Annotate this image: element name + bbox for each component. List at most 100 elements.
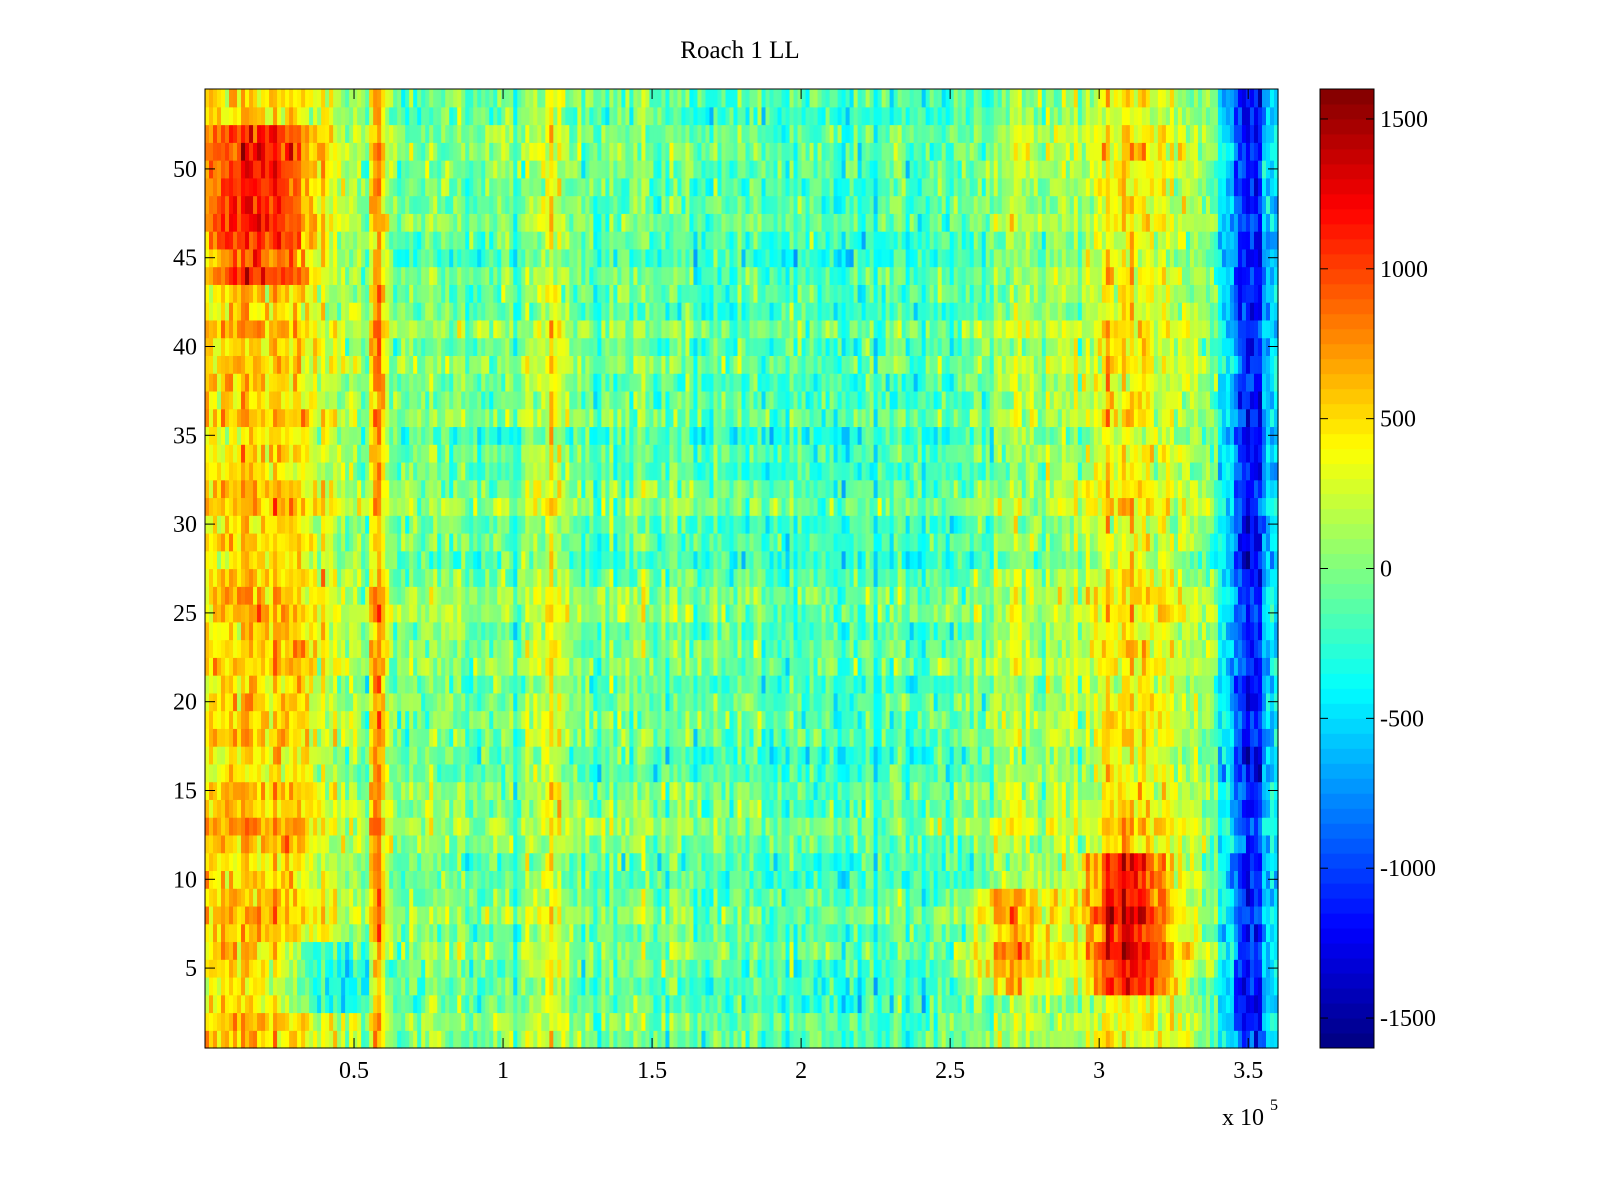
heatmap-cell	[441, 905, 446, 925]
heatmap-cell	[1253, 994, 1259, 1014]
heatmap-cell	[1045, 763, 1051, 783]
heatmap-cell	[729, 1012, 735, 1031]
heatmap-cell	[985, 746, 991, 765]
heatmap-cell	[1189, 941, 1195, 960]
heatmap-cell	[1249, 799, 1255, 818]
heatmap-cell	[741, 763, 747, 783]
heatmap-cell	[365, 834, 370, 854]
heatmap-cell	[437, 746, 442, 765]
heatmap-cell	[1153, 746, 1159, 765]
heatmap-cell	[605, 870, 610, 889]
heatmap-cell	[841, 870, 847, 889]
heatmap-cell	[709, 852, 715, 872]
heatmap-cell	[477, 870, 482, 889]
heatmap-cell	[625, 728, 630, 747]
heatmap-cell	[225, 959, 230, 978]
heatmap-cell	[357, 763, 362, 783]
heatmap-cell	[709, 923, 715, 943]
heatmap-cell	[317, 817, 322, 836]
heatmap-cell	[461, 781, 466, 800]
heatmap-cell	[625, 905, 630, 925]
heatmap-cell	[1013, 888, 1019, 907]
heatmap-cell	[729, 976, 735, 996]
heatmap-cell	[945, 870, 951, 889]
heatmap-cell	[1081, 994, 1087, 1014]
heatmap-cell	[353, 905, 358, 925]
heatmap-cell	[893, 728, 899, 747]
heatmap-cell	[745, 905, 751, 925]
heatmap-cell	[677, 834, 683, 854]
heatmap-cell	[1109, 976, 1115, 996]
heatmap-cell	[1049, 834, 1055, 854]
heatmap-cell	[1101, 888, 1107, 907]
heatmap-cell	[557, 834, 562, 854]
heatmap-cell	[685, 923, 691, 943]
heatmap-cell	[733, 763, 739, 783]
heatmap-cell	[817, 852, 823, 872]
heatmap-cell	[965, 888, 971, 907]
heatmap-cell	[801, 746, 807, 765]
heatmap-cell	[585, 746, 590, 765]
heatmap-cell	[309, 710, 314, 729]
heatmap-cell	[257, 976, 262, 996]
heatmap-cell	[1133, 959, 1139, 978]
heatmap-cell	[529, 923, 534, 943]
heatmap-cell	[1201, 852, 1207, 872]
heatmap-cell	[713, 870, 719, 889]
heatmap-cell	[889, 994, 895, 1014]
heatmap-cell	[1149, 959, 1155, 978]
heatmap-cell	[601, 728, 606, 747]
heatmap-cell	[701, 746, 707, 765]
heatmap-cell	[329, 834, 334, 854]
heatmap-cell	[1125, 1030, 1131, 1049]
heatmap-cell	[585, 888, 590, 907]
heatmap-cell	[917, 994, 923, 1014]
heatmap-cell	[205, 905, 210, 925]
heatmap-cell	[445, 941, 450, 960]
heatmap-cell	[573, 905, 578, 925]
heatmap-cell	[313, 852, 318, 872]
heatmap-cell	[377, 799, 382, 818]
heatmap-cell	[933, 959, 939, 978]
heatmap-cell	[725, 1030, 731, 1049]
heatmap-cell	[905, 746, 911, 765]
heatmap-cell	[309, 870, 314, 889]
heatmap-cell	[597, 728, 602, 747]
heatmap-cell	[1065, 994, 1071, 1014]
heatmap-cell	[929, 870, 935, 889]
heatmap-cell	[1237, 905, 1243, 925]
heatmap-cell	[665, 1012, 671, 1031]
heatmap-cell	[521, 852, 526, 872]
heatmap-cell	[1081, 870, 1087, 889]
heatmap-cell	[321, 746, 326, 765]
heatmap-cell	[389, 746, 394, 765]
heatmap-cell	[853, 1012, 859, 1031]
heatmap-cell	[237, 852, 242, 872]
heatmap-cell	[737, 1012, 743, 1031]
heatmap-cell	[1017, 852, 1023, 872]
heatmap-cell	[953, 941, 959, 960]
heatmap-cell	[1073, 746, 1079, 765]
heatmap-cell	[1037, 746, 1043, 765]
heatmap-cell	[741, 923, 747, 943]
heatmap-cell	[421, 710, 426, 729]
heatmap-cell	[781, 1030, 787, 1049]
heatmap-cell	[857, 799, 863, 818]
heatmap-cell	[869, 746, 875, 765]
heatmap-cell	[665, 763, 671, 783]
heatmap-cell	[1149, 994, 1155, 1014]
heatmap-cell	[785, 763, 791, 783]
heatmap-cell	[617, 905, 622, 925]
heatmap-cell	[949, 852, 955, 872]
heatmap-cell	[1169, 852, 1175, 872]
heatmap-cell	[1061, 870, 1067, 889]
heatmap-cell	[1149, 763, 1155, 783]
heatmap-cell	[1201, 976, 1207, 996]
heatmap-cell	[281, 941, 286, 960]
heatmap-cell	[373, 959, 378, 978]
heatmap-cell	[361, 941, 366, 960]
heatmap-cell	[217, 746, 222, 765]
heatmap-cell	[793, 941, 799, 960]
heatmap-cell	[301, 728, 306, 747]
heatmap-cell	[921, 781, 927, 800]
